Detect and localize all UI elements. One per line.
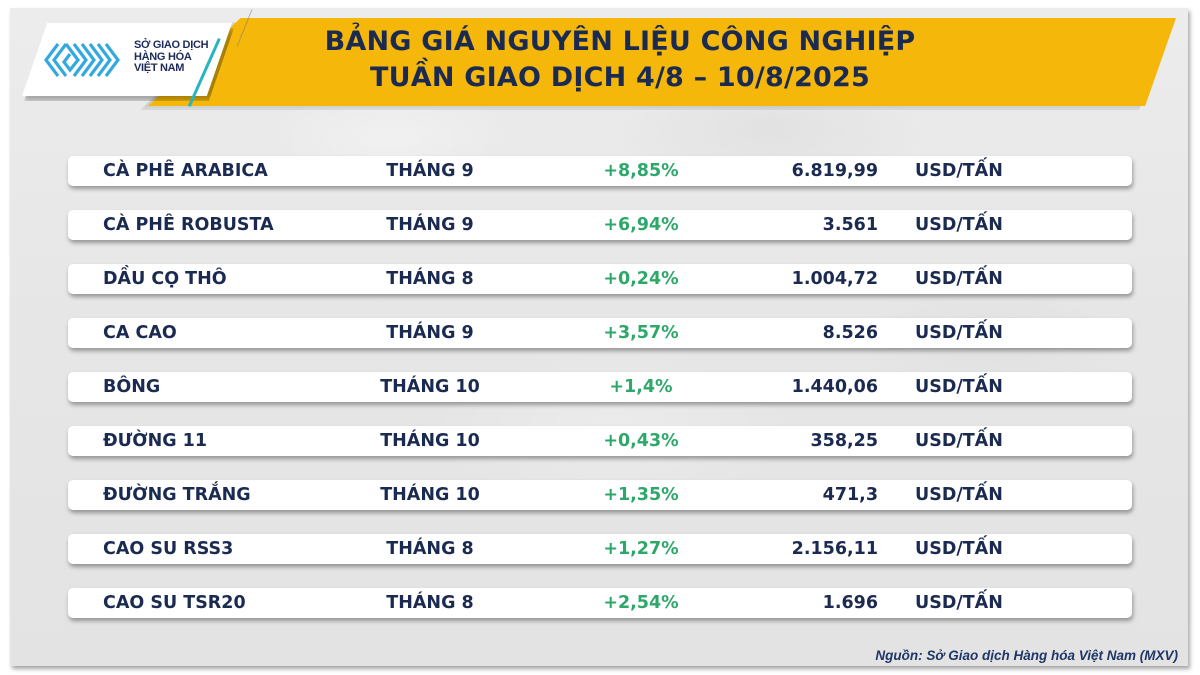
weekly-change: +0,43% bbox=[603, 431, 679, 451]
weekly-change: +8,85% bbox=[603, 161, 679, 181]
weekly-change: +2,54% bbox=[603, 593, 679, 613]
weekly-change: +3,57% bbox=[603, 323, 679, 343]
table-row: CA CAO THÁNG 9 +3,57% 8.526 USD/TẤN bbox=[68, 318, 1132, 348]
table-row: CAO SU TSR20 THÁNG 8 +2,54% 1.696 USD/TẤ… bbox=[68, 588, 1132, 618]
table-row: CÀ PHÊ ROBUSTA THÁNG 9 +6,94% 3.561 USD/… bbox=[68, 210, 1132, 240]
unit: USD/TẤN bbox=[915, 431, 1003, 451]
price: 6.819,99 bbox=[791, 161, 878, 181]
price: 471,3 bbox=[822, 485, 878, 505]
contract-month: THÁNG 10 bbox=[380, 431, 480, 451]
commodity-name: ĐƯỜNG 11 bbox=[103, 431, 208, 451]
unit: USD/TẤN bbox=[915, 539, 1003, 559]
title-line-1: BẢNG GIÁ NGUYÊN LIỆU CÔNG NGHIỆP bbox=[324, 26, 916, 57]
contract-month: THÁNG 9 bbox=[386, 161, 474, 181]
unit: USD/TẤN bbox=[915, 593, 1003, 613]
logo-text: SỞ GIAO DỊCH HÀNG HÓA VIỆT NAM bbox=[134, 39, 234, 75]
price: 2.156,11 bbox=[791, 539, 878, 559]
table-row: CÀ PHÊ ARABICA THÁNG 9 +8,85% 6.819,99 U… bbox=[68, 156, 1132, 186]
contract-month: THÁNG 8 bbox=[386, 539, 474, 559]
page-title: BẢNG GIÁ NGUYÊN LIỆU CÔNG NGHIỆP TUẦN GI… bbox=[250, 24, 990, 96]
table-row: DẦU CỌ THÔ THÁNG 8 +0,24% 1.004,72 USD/T… bbox=[68, 264, 1132, 294]
table-row: ĐƯỜNG TRẮNG THÁNG 10 +1,35% 471,3 USD/TẤ… bbox=[68, 480, 1132, 510]
price: 358,25 bbox=[810, 431, 878, 451]
contract-month: THÁNG 8 bbox=[386, 269, 474, 289]
weekly-change: +1,35% bbox=[603, 485, 679, 505]
contract-month: THÁNG 8 bbox=[386, 593, 474, 613]
price: 1.004,72 bbox=[791, 269, 878, 289]
logo-line-2: HÀNG HÓA bbox=[134, 50, 192, 63]
price: 1.440,06 bbox=[791, 377, 878, 397]
mxv-logo-icon bbox=[44, 43, 120, 77]
unit: USD/TẤN bbox=[915, 377, 1003, 397]
commodity-name: CÀ PHÊ ROBUSTA bbox=[103, 215, 274, 235]
title-banner bbox=[148, 18, 1176, 106]
price: 3.561 bbox=[822, 215, 878, 235]
weekly-change: +1,4% bbox=[609, 377, 673, 397]
commodity-name: DẦU CỌ THÔ bbox=[103, 269, 227, 289]
weekly-change: +6,94% bbox=[603, 215, 679, 235]
table-row: ĐƯỜNG 11 THÁNG 10 +0,43% 358,25 USD/TẤN bbox=[68, 426, 1132, 456]
source-note: Nguồn: Sở Giao dịch Hàng hóa Việt Nam (M… bbox=[875, 648, 1178, 663]
commodity-name: CA CAO bbox=[103, 323, 177, 343]
unit: USD/TẤN bbox=[915, 215, 1003, 235]
weekly-change: +0,24% bbox=[603, 269, 679, 289]
commodity-name: CAO SU TSR20 bbox=[103, 593, 246, 613]
price: 8.526 bbox=[822, 323, 878, 343]
contract-month: THÁNG 9 bbox=[386, 215, 474, 235]
commodity-name: BÔNG bbox=[103, 377, 161, 397]
contract-month: THÁNG 10 bbox=[380, 485, 480, 505]
commodity-name: ĐƯỜNG TRẮNG bbox=[103, 485, 251, 505]
logo-line-1: SỞ GIAO DỊCH bbox=[134, 39, 209, 51]
contract-month: THÁNG 9 bbox=[386, 323, 474, 343]
price: 1.696 bbox=[822, 593, 878, 613]
unit: USD/TẤN bbox=[915, 269, 1003, 289]
table-row: BÔNG THÁNG 10 +1,4% 1.440,06 USD/TẤN bbox=[68, 372, 1132, 402]
commodity-name: CAO SU RSS3 bbox=[103, 539, 234, 559]
commodity-name: CÀ PHÊ ARABICA bbox=[103, 161, 268, 181]
title-line-2: TUẦN GIAO DỊCH 4/8 – 10/8/2025 bbox=[370, 62, 870, 93]
unit: USD/TẤN bbox=[915, 323, 1003, 343]
weekly-change: +1,27% bbox=[603, 539, 679, 559]
contract-month: THÁNG 10 bbox=[380, 377, 480, 397]
table-row: CAO SU RSS3 THÁNG 8 +1,27% 2.156,11 USD/… bbox=[68, 534, 1132, 564]
unit: USD/TẤN bbox=[915, 161, 1003, 181]
logo-line-3: VIỆT NAM bbox=[134, 62, 185, 74]
unit: USD/TẤN bbox=[915, 485, 1003, 505]
